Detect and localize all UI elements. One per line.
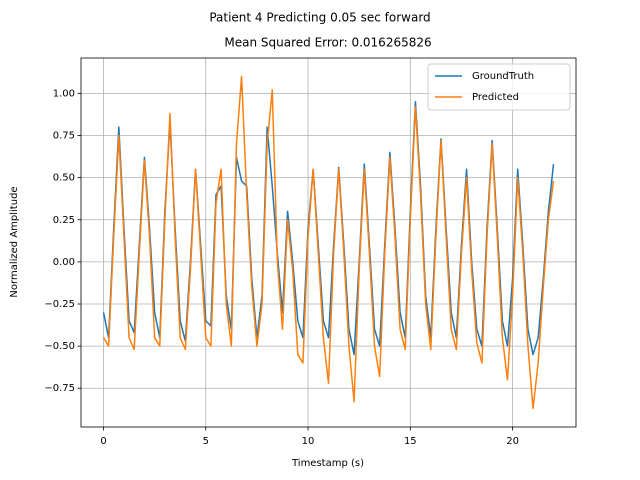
y-tick-label: 0.75 bbox=[53, 131, 75, 142]
legend-label: GroundTruth bbox=[472, 71, 534, 82]
y-tick-label: −0.25 bbox=[44, 299, 75, 310]
x-tick-label: 5 bbox=[203, 436, 209, 447]
x-tick-label: 20 bbox=[506, 436, 519, 447]
x-tick-label: 10 bbox=[302, 436, 315, 447]
y-tick-label: 0.50 bbox=[53, 173, 75, 184]
chart-title: Patient 4 Predicting 0.05 sec forward bbox=[209, 11, 430, 25]
x-tick-label: 15 bbox=[404, 436, 417, 447]
y-tick-label: 1.00 bbox=[53, 88, 75, 99]
y-tick-label: 0.25 bbox=[53, 215, 75, 226]
x-axis-label: Timestamp (s) bbox=[291, 458, 364, 469]
data-line bbox=[102, 75, 555, 410]
legend-label: Predicted bbox=[472, 92, 519, 103]
y-tick-label: −0.75 bbox=[44, 383, 75, 394]
y-tick-label: 0.00 bbox=[53, 257, 75, 268]
y-tick-label: −0.50 bbox=[44, 341, 75, 352]
y-axis-label: Normalized Amplitude bbox=[9, 186, 20, 297]
legend-box bbox=[427, 63, 571, 111]
chart-subtitle: Mean Squared Error: 0.016265826 bbox=[224, 36, 431, 50]
x-tick-label: 0 bbox=[100, 436, 106, 447]
axes-frame bbox=[80, 57, 577, 428]
